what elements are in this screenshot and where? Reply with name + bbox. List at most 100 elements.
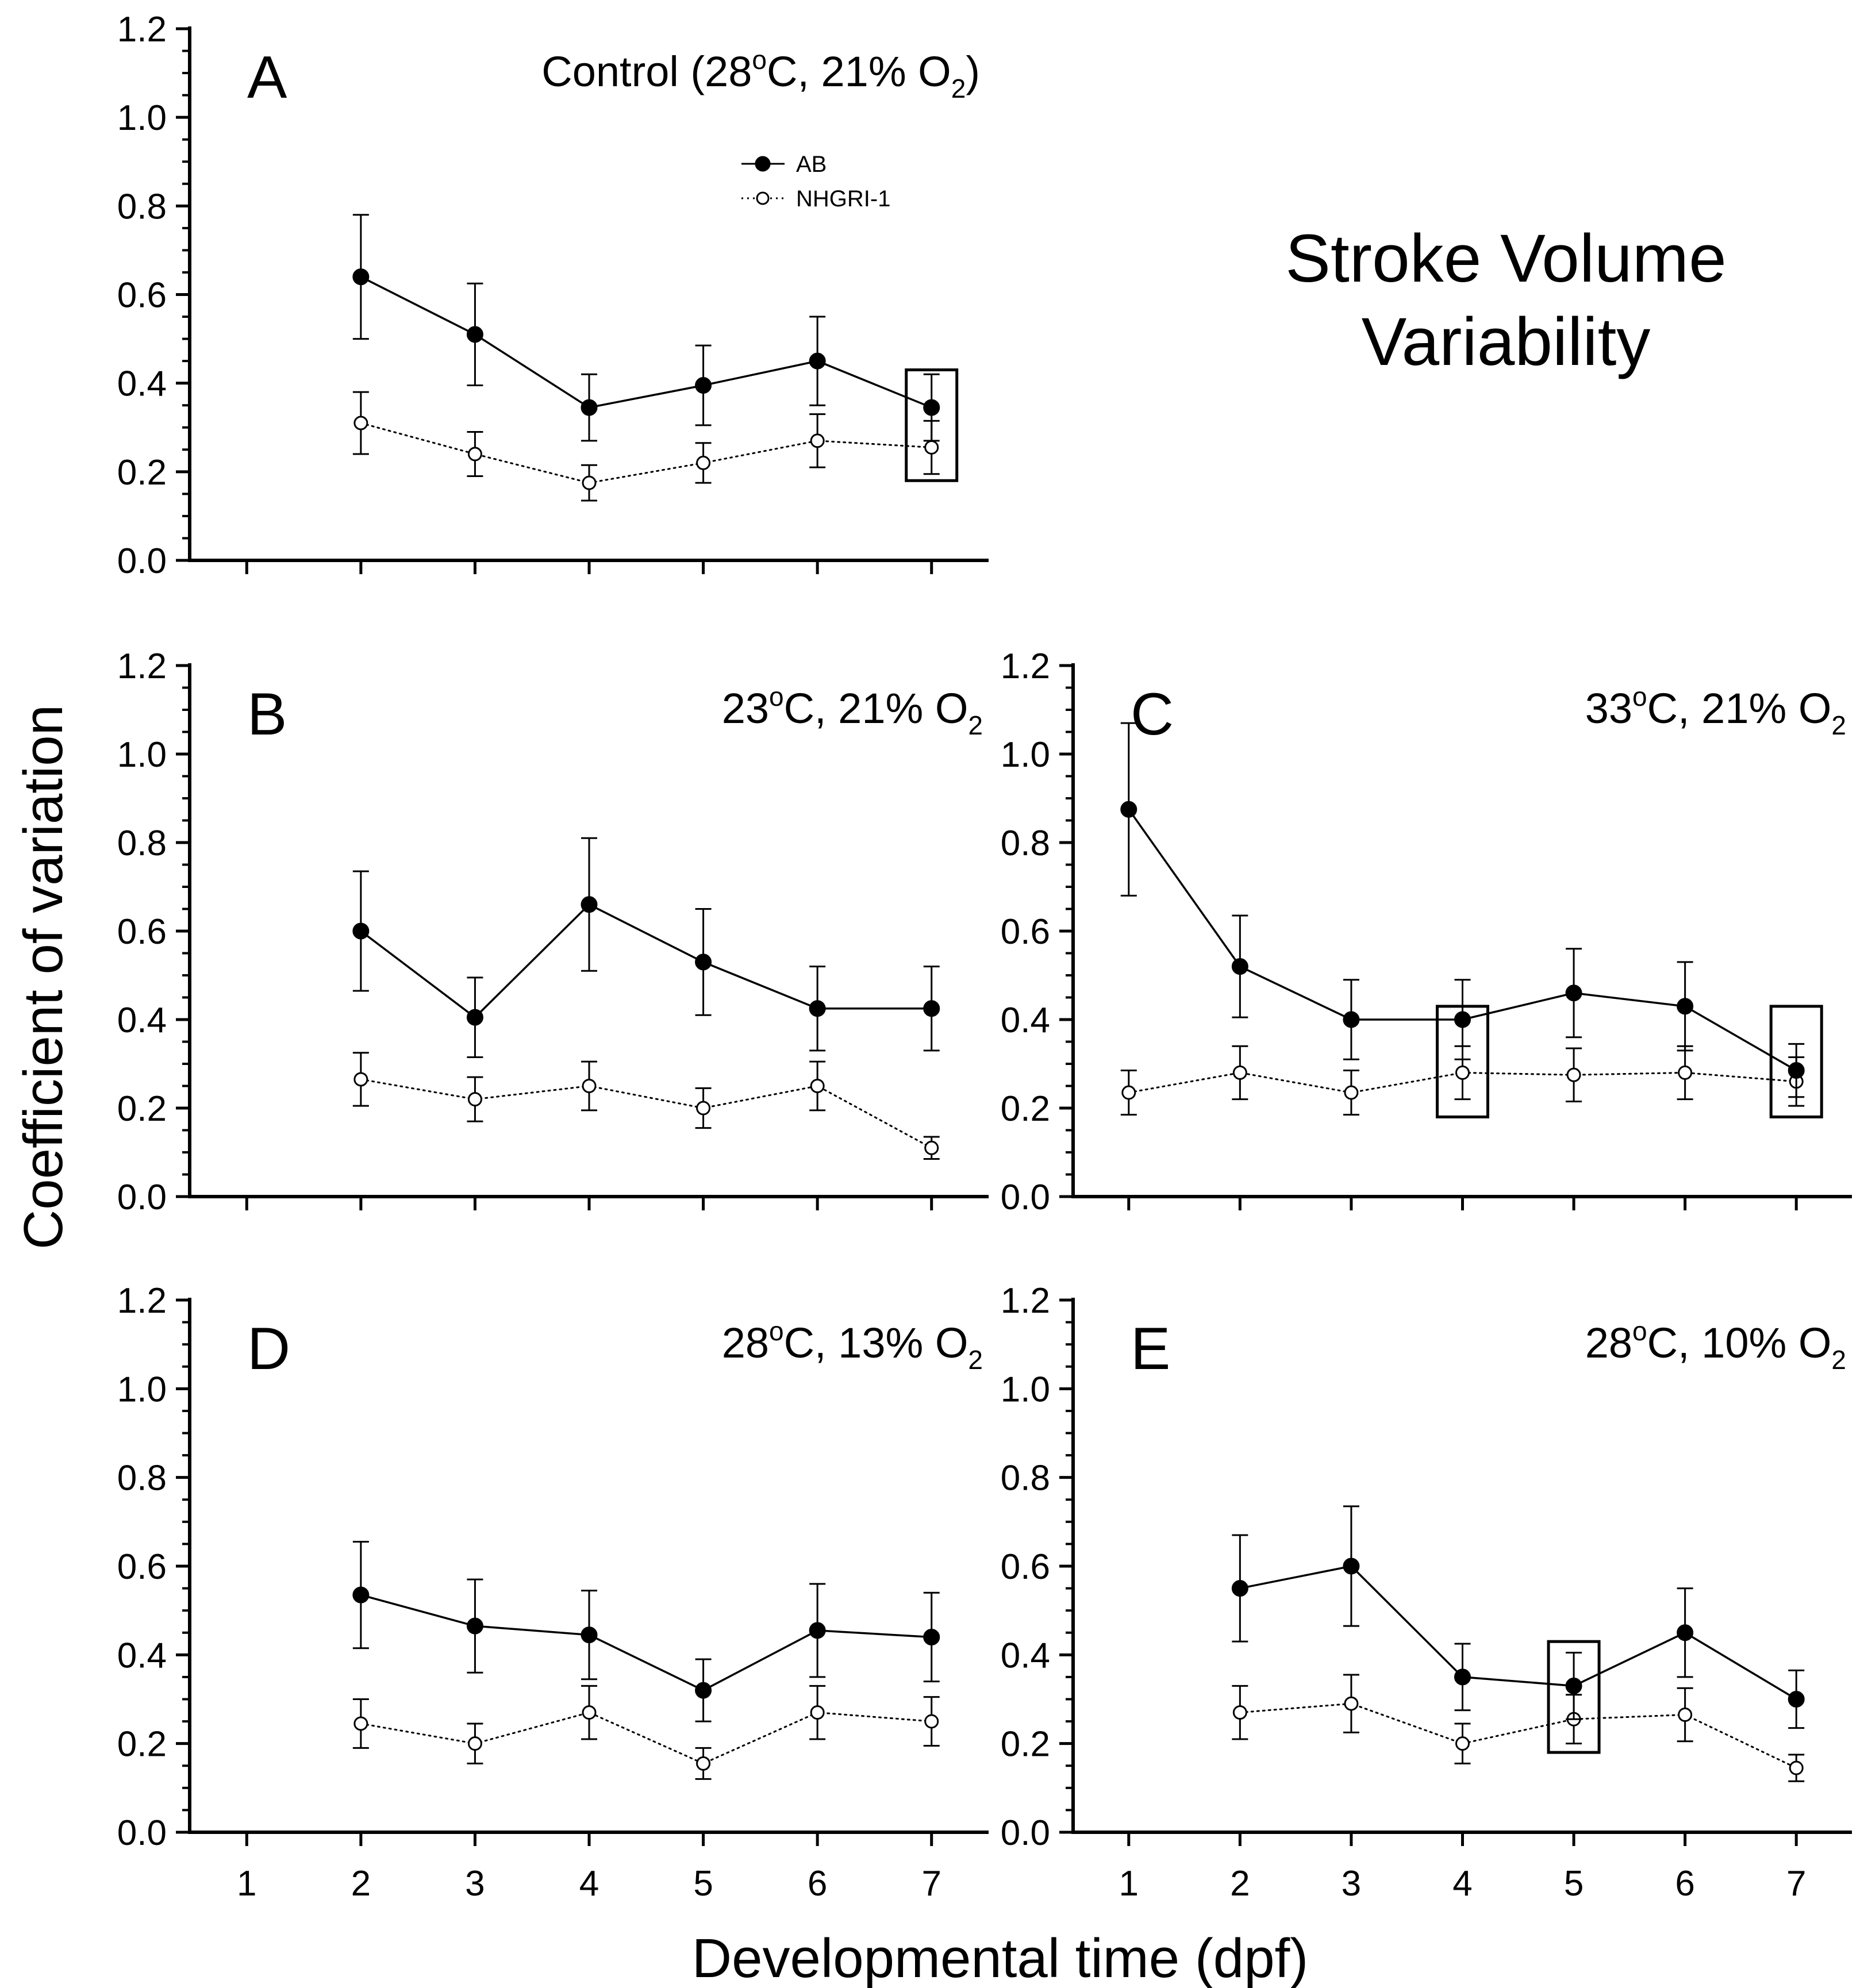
condition-title-text: C, 21% O [767,48,951,95]
condition-title: 28oC, 10% O2 [1585,1316,1846,1375]
y-tick-label: 0.2 [117,1725,167,1764]
y-tick-label: 0.8 [117,1459,167,1498]
data-point-ab [1788,1691,1805,1708]
condition-title: 33oC, 21% O2 [1585,682,1846,740]
series-line-nhgri [360,1078,933,1149]
data-point-nhgri [1455,1736,1470,1751]
y-tick-label: 0.4 [1001,1636,1050,1675]
panel-a: 0.0 0.2 0.4 0.6 0.8 1.0 1.2 A Control (28oC, 21%… [117,10,989,581]
condition-title-text: 33 [1585,685,1632,732]
data-point-nhgri [582,475,597,490]
oxygen-subscript: 2 [951,74,966,103]
panel-letter: D [247,1316,290,1382]
data-point-ab [352,268,370,286]
legend-marker-nhgri [756,191,770,205]
data-point-nhgri [582,1705,597,1720]
series-line-ab [360,903,933,1019]
panel-c: 0.0 0.2 0.4 0.6 0.8 1.0 1.2 C 33oC, 21% O2 [1001,647,1852,1217]
data-point-ab [695,1682,712,1699]
data-point-ab [1565,1677,1582,1694]
data-point-nhgri [696,1756,711,1771]
data-point-ab [809,1622,826,1639]
oxygen-subscript: 2 [1831,1345,1846,1375]
y-tick-label: 0.0 [117,541,167,581]
y-tick-label: 1.0 [117,98,167,138]
panel-letter: C [1131,681,1174,748]
data-point-nhgri [353,1072,368,1087]
x-tick-label: 1 [237,1864,256,1904]
condition-title-text: C, 21% O [1647,685,1832,732]
data-point-nhgri [810,1705,825,1720]
data-point-nhgri [696,455,711,470]
x-tick-label: 6 [1675,1864,1694,1904]
y-tick-label: 0.4 [117,1001,167,1040]
data-point-ab [1231,958,1248,975]
y-tick-label: 0.6 [1001,1547,1050,1587]
x-tick-label: 3 [465,1864,485,1904]
series-line-nhgri [1239,1702,1797,1769]
data-point-nhgri [1344,1085,1359,1100]
condition-title: Control (28oC, 21% O2) [541,45,980,103]
oxygen-subscript: 2 [968,1345,983,1375]
data-point-nhgri [924,440,939,455]
highlight-box [1547,1640,1601,1754]
data-point-ab [1677,998,1694,1015]
degree-superscript: o [1632,1316,1647,1346]
data-point-ab [923,1628,940,1645]
figure-title-line2: Variability [1362,304,1651,380]
x-tick-label: 2 [1230,1864,1250,1904]
y-tick-label: 1.2 [1001,1281,1050,1321]
data-point-nhgri [353,1716,368,1731]
data-point-ab [1454,1011,1471,1028]
data-point-nhgri [1232,1705,1247,1720]
data-point-nhgri [1678,1708,1693,1722]
panel-b: 0.0 0.2 0.4 0.6 0.8 1.0 1.2 B 23oC, 21% O2 [117,647,989,1217]
y-tick-label: 0.8 [1001,1459,1050,1498]
data-point-ab [809,1000,826,1017]
x-tick-label: 1 [1119,1864,1139,1904]
x-tick-label: 3 [1342,1864,1361,1904]
condition-title-text: C, 13% O [784,1319,968,1367]
y-tick-label: 0.6 [117,912,167,952]
y-tick-label: 0.0 [117,1178,167,1217]
y-tick-label: 0.2 [1001,1725,1050,1764]
data-point-nhgri [924,1140,939,1155]
series-line-nhgri [360,1712,933,1765]
data-point-nhgri [1678,1065,1693,1080]
condition-title-text: 23 [722,685,769,732]
y-tick-label: 0.8 [1001,824,1050,863]
y-tick-label: 1.0 [117,735,167,775]
data-point-ab [1120,801,1137,818]
data-point-ab [1231,1580,1248,1597]
data-point-ab [352,1586,370,1604]
y-tick-label: 0.0 [117,1813,167,1853]
y-tick-label: 1.2 [117,10,167,49]
data-point-nhgri [582,1079,597,1093]
data-point-ab [1788,1062,1805,1079]
panel-letter: A [247,44,287,111]
y-tick-label: 0.0 [1001,1813,1050,1853]
condition-title-text: Control (28 [541,48,752,95]
y-tick-label: 0.4 [117,1636,167,1675]
data-point-ab [581,896,598,913]
data-point-nhgri [924,1714,939,1729]
legend-label: NHGRI-1 [796,186,890,212]
data-point-nhgri [1121,1085,1136,1100]
panel-d: 0.0 0.2 0.4 0.6 0.8 1.0 1.2 1 2 3 4 5 6 7 D 28oC, 13% O… [117,1281,989,1904]
y-tick-label: 1.0 [1001,735,1050,775]
degree-superscript: o [769,1316,784,1346]
panels-layer: 0.00.20.40.60.81.01.2A Control (28oC, 21%… [117,10,1852,1904]
x-tick-label: 5 [1564,1864,1584,1904]
y-tick-label: 0.2 [1001,1089,1050,1129]
data-point-ab [581,399,598,416]
data-point-nhgri [1455,1065,1470,1080]
degree-superscript: o [769,682,784,712]
y-tick-label: 0.0 [1001,1178,1050,1217]
data-point-ab [466,1009,483,1026]
data-point-nhgri [810,433,825,448]
y-tick-label: 0.8 [117,187,167,226]
condition-title-text: 28 [722,1319,769,1367]
data-point-ab [695,953,712,971]
data-point-ab [1343,1011,1360,1028]
